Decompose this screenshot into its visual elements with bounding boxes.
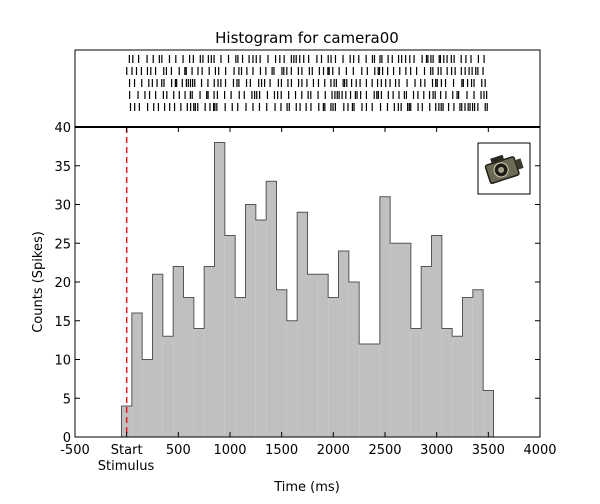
- y-axis: 0 5 10 15 20 25 30 35 40: [54, 121, 540, 446]
- x-axis-label: Time (ms): [273, 480, 340, 495]
- histogram-bar: [276, 289, 287, 437]
- histogram-bar: [152, 274, 163, 437]
- histogram-bar: [359, 344, 370, 437]
- x-tick-label: 4000: [523, 443, 556, 458]
- y-tick-label: 25: [54, 237, 71, 252]
- histogram-bar: [483, 390, 494, 437]
- x-tick-label: 2000: [317, 443, 350, 458]
- histogram-bar: [379, 196, 391, 437]
- histogram-bar: [224, 235, 236, 437]
- histogram-bar: [317, 274, 329, 437]
- x-axis: -500 Start 500 1000 1500 2000 2500 3000 3500 4000: [60, 127, 557, 458]
- y-tick-label: 10: [54, 354, 71, 369]
- histogram-bar: [452, 336, 463, 437]
- y-tick-label: 40: [54, 121, 71, 136]
- histogram-bar: [462, 297, 473, 437]
- histogram-bar: [348, 282, 360, 437]
- histogram-bar: [162, 336, 174, 437]
- y-tick-label: 30: [54, 199, 71, 214]
- raster-panel: [74, 49, 541, 128]
- histogram-bar: [131, 313, 143, 437]
- histogram-bar: [307, 274, 318, 437]
- x-tick-label: -500: [60, 443, 90, 458]
- y-tick-label: 5: [63, 392, 71, 407]
- x-tick-label: 3500: [472, 443, 505, 458]
- histogram-bar: [441, 328, 453, 437]
- raster-spike-rows: [126, 55, 488, 111]
- y-tick-label: 15: [54, 315, 71, 330]
- histogram-bar: [173, 266, 184, 437]
- histogram-bar: [472, 289, 484, 437]
- histogram-bar: [328, 297, 339, 437]
- x-tick-label: 2500: [368, 443, 401, 458]
- y-tick-label: 20: [54, 276, 71, 291]
- histogram-panel: 0 5 10 15 20 25 30 35 40 -500 Start 500 1000 1500 200…: [31, 121, 557, 495]
- histogram-bars: [121, 142, 494, 437]
- histogram-bar: [266, 181, 277, 437]
- histogram-bar: [214, 142, 225, 437]
- histogram-bar: [193, 328, 205, 437]
- histogram-bar: [297, 212, 308, 437]
- histogram-bar: [410, 328, 422, 437]
- histogram-bar: [204, 266, 215, 437]
- x-tick-sublabel: Stimulus: [98, 459, 155, 474]
- histogram-bar: [245, 204, 256, 437]
- raster-frame: [74, 49, 541, 128]
- histogram-bar: [235, 297, 246, 437]
- histogram-bar: [142, 359, 153, 437]
- y-tick-label: 35: [54, 160, 71, 175]
- x-tick-label: 1500: [265, 443, 298, 458]
- histogram-bar: [183, 297, 194, 437]
- histogram-bar: [255, 220, 267, 437]
- histogram-outline: [121, 142, 494, 437]
- x-tick-label: 1000: [213, 443, 246, 458]
- y-axis-label: Counts (Spikes): [31, 231, 46, 333]
- histogram-bar: [400, 243, 411, 437]
- histogram-bar: [390, 243, 401, 437]
- x-tick-label: Start: [111, 443, 143, 458]
- histogram-bar: [286, 320, 298, 437]
- histogram-bar: [421, 266, 432, 437]
- histogram-bar: [338, 251, 349, 437]
- y-tick-label: 0: [63, 431, 71, 446]
- x-tick-label: 3000: [420, 443, 453, 458]
- chart-title: Histogram for camera00: [215, 29, 399, 47]
- histogram-bar: [369, 344, 380, 437]
- camera-icon: [477, 142, 531, 195]
- histogram-bar: [431, 235, 442, 437]
- x-tick-label: 500: [166, 443, 191, 458]
